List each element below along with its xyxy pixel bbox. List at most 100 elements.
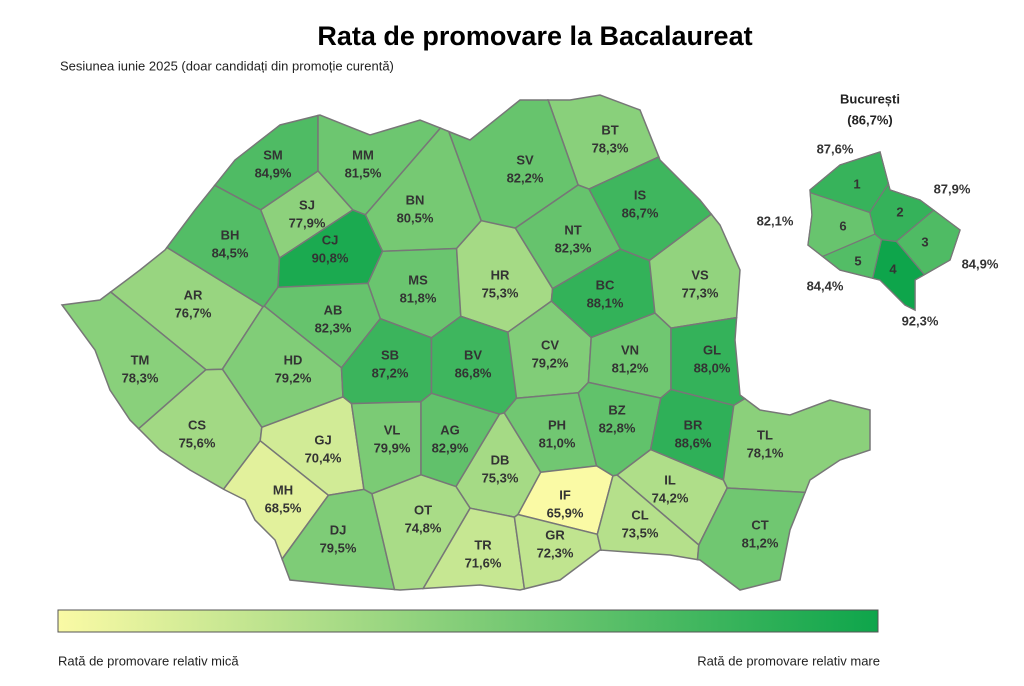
county-value: 74,8% xyxy=(405,520,442,535)
county xyxy=(513,513,602,590)
county-value: 76,7% xyxy=(175,305,212,320)
county-value: 72,3% xyxy=(537,545,574,560)
sector-value: 87,9% xyxy=(934,181,971,196)
county-value: 86,7% xyxy=(622,205,659,220)
county-value: 78,3% xyxy=(122,370,159,385)
county-value: 88,6% xyxy=(675,435,712,450)
sector xyxy=(807,191,876,258)
county-code: HD xyxy=(284,352,303,367)
county-value: 65,9% xyxy=(547,505,584,520)
county-code: CT xyxy=(751,517,768,532)
county-value: 82,9% xyxy=(432,440,469,455)
county-value: 82,2% xyxy=(507,170,544,185)
county xyxy=(696,487,807,591)
county-value: 81,2% xyxy=(742,535,779,550)
county-code: TM xyxy=(131,352,150,367)
sector-value: 87,6% xyxy=(817,141,854,156)
sector-number: 1 xyxy=(853,176,860,191)
county-value: 78,3% xyxy=(592,140,629,155)
county-code: VL xyxy=(384,422,401,437)
county xyxy=(60,291,208,430)
county-value: 73,5% xyxy=(622,525,659,540)
county-code: OT xyxy=(414,502,432,517)
county xyxy=(222,439,330,561)
sector-number: 2 xyxy=(896,204,903,219)
sector xyxy=(895,209,961,276)
county-value: 87,2% xyxy=(372,365,409,380)
county-value: 88,0% xyxy=(694,360,731,375)
legend-high: Rată de promovare relativ mare xyxy=(697,653,880,668)
county-code: BH xyxy=(221,227,240,242)
sector-value: 92,3% xyxy=(902,313,939,328)
bucharest-total: (86,7%) xyxy=(847,112,893,127)
county-value: 81,0% xyxy=(539,435,576,450)
county xyxy=(371,474,471,591)
county-code: AB xyxy=(324,302,343,317)
county-code: VS xyxy=(691,267,709,282)
sector-number: 6 xyxy=(839,218,846,233)
county-code: GL xyxy=(703,342,721,357)
county-code: AG xyxy=(440,422,460,437)
county-value: 84,5% xyxy=(212,245,249,260)
county-value: 79,9% xyxy=(374,440,411,455)
subtitle: Sesiunea iunie 2025 (doar candidați din … xyxy=(60,58,394,73)
county-code: CV xyxy=(541,337,559,352)
county-code: MM xyxy=(352,147,374,162)
county-code: VN xyxy=(621,342,639,357)
county xyxy=(596,474,700,561)
county xyxy=(281,488,396,591)
county-code: BR xyxy=(684,417,703,432)
county-value: 75,3% xyxy=(482,470,519,485)
county-code: DJ xyxy=(330,522,347,537)
county-code: IS xyxy=(634,187,647,202)
county-value: 81,2% xyxy=(612,360,649,375)
county-value: 79,2% xyxy=(532,355,569,370)
sector-value: 82,1% xyxy=(757,213,794,228)
county-code: NT xyxy=(564,222,581,237)
sector-number: 4 xyxy=(889,261,897,276)
county-code: SJ xyxy=(299,197,315,212)
legend-low: Rată de promovare relativ mică xyxy=(58,653,239,668)
county-code: PH xyxy=(548,417,566,432)
county-value: 77,3% xyxy=(682,285,719,300)
county-code: TL xyxy=(757,427,773,442)
county-value: 68,5% xyxy=(265,500,302,515)
county-code: CL xyxy=(631,507,648,522)
sector-number: 3 xyxy=(921,234,928,249)
county-value: 75,3% xyxy=(482,285,519,300)
county-value: 88,1% xyxy=(587,295,624,310)
county-code: BV xyxy=(464,347,482,362)
county-value: 79,5% xyxy=(320,540,357,555)
county-code: CS xyxy=(188,417,206,432)
county-value: 82,3% xyxy=(555,240,592,255)
county-code: MS xyxy=(408,272,428,287)
sector-value: 84,4% xyxy=(807,278,844,293)
romania-map: SM 84,9% MM 81,5% BT 78,3% SV 82,2% BN 80,5% SJ 77,… xyxy=(60,94,871,591)
county-code: GJ xyxy=(314,432,331,447)
county-value: 82,3% xyxy=(315,320,352,335)
county-code: DB xyxy=(491,452,510,467)
county-code: BN xyxy=(406,192,425,207)
county-code: SB xyxy=(381,347,399,362)
county-code: MH xyxy=(273,482,293,497)
county-code: IF xyxy=(559,487,571,502)
county-code: AR xyxy=(184,287,203,302)
county-value: 77,9% xyxy=(289,215,326,230)
county-code: IL xyxy=(664,472,676,487)
county-value: 90,8% xyxy=(312,250,349,265)
county-code: TR xyxy=(474,537,492,552)
county-code: BC xyxy=(596,277,615,292)
county-value: 81,5% xyxy=(345,165,382,180)
sector-number: 5 xyxy=(854,253,861,268)
county-code: SV xyxy=(516,152,534,167)
county-code: SM xyxy=(263,147,283,162)
sector xyxy=(871,239,926,311)
county-value: 82,8% xyxy=(599,420,636,435)
bucharest-title: București xyxy=(840,91,900,106)
title: Rata de promovare la Bacalaureat xyxy=(317,21,752,51)
county-code: GR xyxy=(545,527,565,542)
county-value: 70,4% xyxy=(305,450,342,465)
county-value: 84,9% xyxy=(255,165,292,180)
county-value: 74,2% xyxy=(652,490,689,505)
